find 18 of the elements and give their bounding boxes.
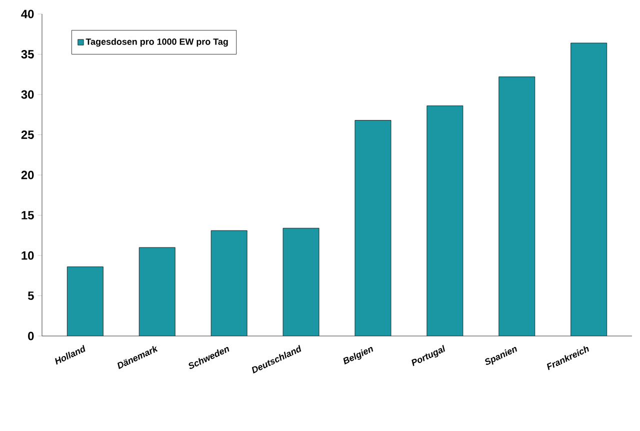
bar xyxy=(139,247,176,336)
bar xyxy=(354,120,391,336)
y-tick-label: 0 xyxy=(28,332,34,340)
bar xyxy=(211,230,248,336)
y-tick-label: 15 xyxy=(22,211,34,220)
bar xyxy=(498,76,535,336)
y-tick-label: 20 xyxy=(21,170,34,180)
legend-label: Tagesdosen pro 1000 EW pro Tag xyxy=(86,38,228,47)
y-tick-label: 35 xyxy=(21,50,34,58)
bar xyxy=(426,106,463,336)
y-tick-label: 10 xyxy=(22,251,34,260)
y-tick-label: 40 xyxy=(21,10,34,18)
y-tick-label: 25 xyxy=(21,130,34,139)
bar xyxy=(67,266,104,336)
y-tick-label: 30 xyxy=(21,90,34,99)
bar xyxy=(570,42,608,336)
bar xyxy=(283,228,320,336)
y-tick-label: 5 xyxy=(28,292,34,300)
